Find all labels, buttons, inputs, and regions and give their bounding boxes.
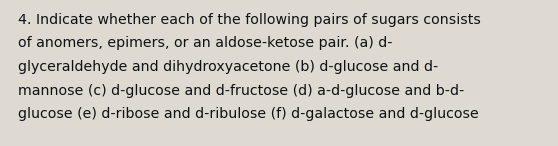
Text: 4. Indicate whether each of the following pairs of sugars consists: 4. Indicate whether each of the followin… xyxy=(18,13,481,27)
Text: mannose (c) d-glucose and d-fructose (d) a-d-glucose and b-d-: mannose (c) d-glucose and d-fructose (d)… xyxy=(18,84,464,98)
Text: glyceraldehyde and dihydroxyacetone (b) d-glucose and d-: glyceraldehyde and dihydroxyacetone (b) … xyxy=(18,60,438,74)
Text: of anomers, epimers, or an aldose-ketose pair. (a) d-: of anomers, epimers, or an aldose-ketose… xyxy=(18,36,392,51)
Text: glucose (e) d-ribose and d-ribulose (f) d-galactose and d-glucose: glucose (e) d-ribose and d-ribulose (f) … xyxy=(18,107,479,121)
